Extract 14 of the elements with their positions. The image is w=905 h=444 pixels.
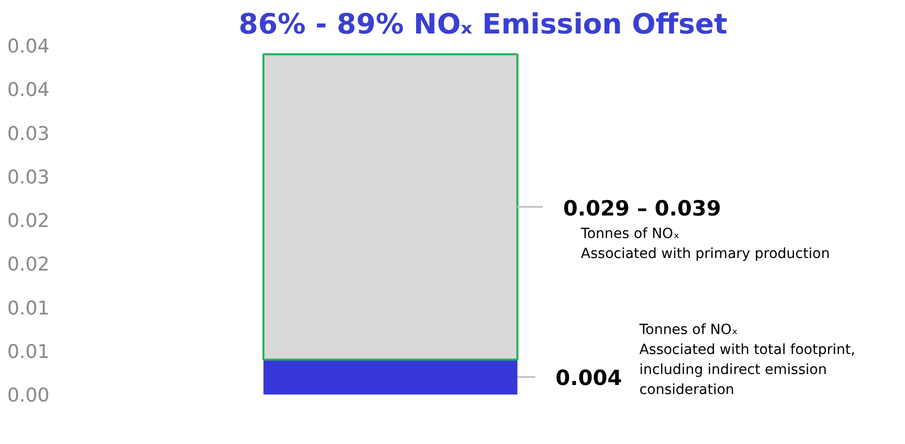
y-tick-label: 0.04 (7, 36, 50, 58)
y-tick-label: 0.02 (7, 254, 50, 276)
chart-title: 86% - 89% NOₓ Emission Offset (238, 8, 728, 40)
y-tick-label: 0.01 (7, 340, 50, 363)
text: 0.029 – 0.039 (563, 196, 722, 221)
data-label: 0.004 (556, 366, 622, 390)
y-tick-label: 0.02 (7, 210, 50, 232)
y-tick-label: 0.03 (7, 122, 50, 145)
y-tick-label: 0.01 (7, 297, 50, 320)
y-tick-label: 0.04 (7, 79, 50, 102)
text: Tonnes of NOₓ Associated with primary production (580, 226, 830, 262)
y-tick-label: 0.00 (7, 384, 50, 406)
y-tick-label: 0.03 (7, 166, 50, 188)
text: Tonnes of NOₓ Associated with total footprint, including indirect emission consideration (638, 322, 856, 398)
